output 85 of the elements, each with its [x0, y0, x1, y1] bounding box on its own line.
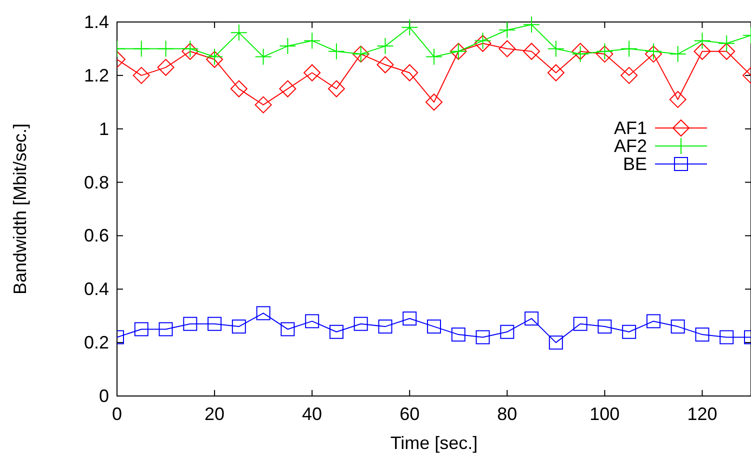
point — [230, 80, 248, 98]
point — [254, 48, 272, 66]
point — [572, 42, 589, 60]
point — [498, 22, 516, 39]
point — [523, 42, 540, 60]
point — [524, 312, 539, 326]
point — [230, 24, 248, 42]
point — [232, 320, 246, 334]
y-tick-label: 0 — [98, 386, 109, 406]
point — [304, 32, 321, 50]
x-axis-title: Time [sec.] — [390, 433, 478, 453]
legend-label: AF2 — [614, 136, 647, 156]
y-tick-label: 0.8 — [84, 172, 109, 192]
point — [720, 330, 734, 344]
point — [694, 32, 711, 50]
point — [620, 66, 638, 84]
point — [572, 46, 589, 63]
point — [498, 40, 516, 58]
x-tick-label: 80 — [497, 404, 518, 424]
point — [622, 324, 636, 339]
point — [376, 56, 394, 74]
point — [280, 322, 295, 336]
point — [376, 38, 394, 55]
point — [547, 40, 564, 58]
point — [157, 40, 174, 58]
point — [596, 46, 614, 63]
point — [669, 90, 686, 108]
y-tick-label: 1.2 — [84, 65, 109, 86]
point — [328, 80, 345, 98]
point — [573, 316, 588, 331]
point — [669, 46, 686, 63]
point — [476, 330, 490, 344]
point — [644, 42, 662, 60]
legend-label: BE — [622, 154, 647, 174]
point — [548, 336, 563, 350]
point — [329, 324, 344, 339]
point — [620, 40, 638, 58]
legend-label: AF1 — [614, 118, 647, 138]
x-tick-label: 60 — [400, 404, 420, 424]
y-tick-label: 0.4 — [84, 279, 109, 300]
point — [695, 328, 710, 342]
point — [427, 320, 441, 334]
point — [183, 316, 198, 331]
point — [378, 320, 392, 334]
point — [254, 96, 272, 114]
x-tick-label: 120 — [687, 404, 718, 424]
x-tick-label: 100 — [590, 404, 620, 424]
point — [208, 316, 222, 331]
y-tick-label: 1.4 — [84, 12, 109, 32]
point — [134, 322, 148, 336]
point — [279, 38, 296, 55]
y-axis-title: Bandwidth [Mbit/sec.] — [10, 123, 30, 295]
point — [644, 46, 662, 63]
point — [354, 316, 368, 331]
point — [132, 66, 150, 84]
point — [426, 94, 442, 111]
x-tick-label: 20 — [204, 404, 225, 424]
point — [500, 324, 514, 339]
x-tick-label: 0 — [112, 404, 122, 424]
point — [304, 64, 321, 82]
point — [279, 80, 296, 98]
point — [426, 48, 442, 66]
point — [256, 306, 270, 320]
point — [157, 58, 174, 76]
point — [401, 64, 418, 82]
point — [402, 312, 417, 326]
x-tick-label: 40 — [302, 404, 322, 424]
point — [305, 314, 320, 328]
point — [158, 322, 173, 336]
point — [646, 314, 660, 328]
point — [547, 64, 564, 82]
point — [718, 42, 736, 60]
point — [451, 328, 466, 342]
point — [598, 320, 612, 334]
y-tick-label: 0.2 — [84, 332, 109, 353]
point — [401, 18, 418, 36]
point — [670, 320, 685, 334]
point — [328, 42, 345, 60]
point — [132, 40, 150, 58]
y-tick-label: 0.6 — [84, 226, 109, 246]
point — [718, 34, 736, 52]
point — [523, 16, 540, 34]
y-tick-label: 1 — [98, 118, 109, 139]
point — [596, 42, 614, 60]
point — [694, 42, 711, 60]
